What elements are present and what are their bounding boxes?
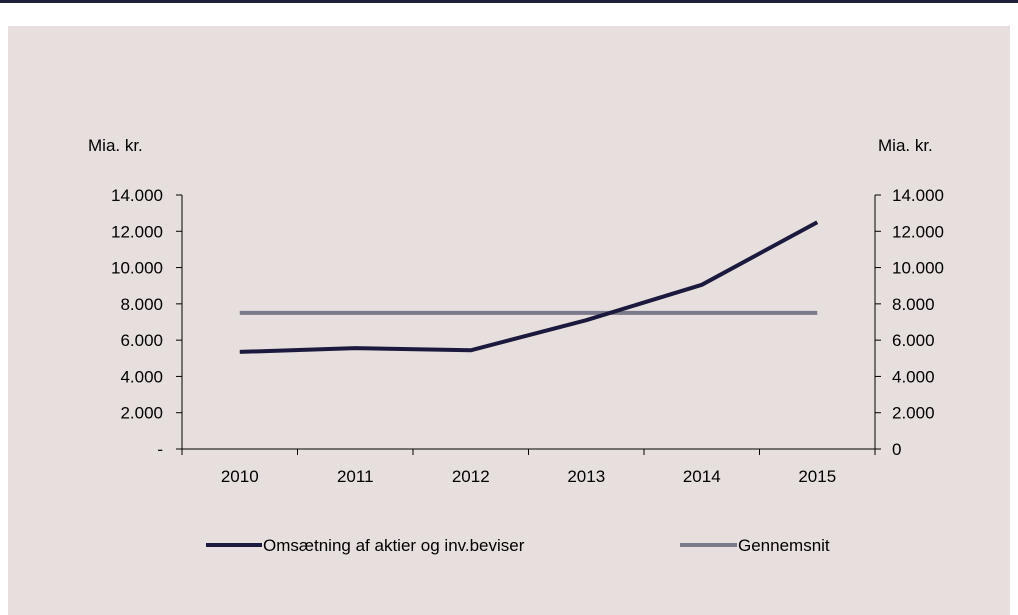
left-y-tick-label: - <box>157 440 163 459</box>
left-y-tick-label: 12.000 <box>111 222 163 241</box>
x-tick-label: 2014 <box>683 467 721 486</box>
left-y-tick-label: 14.000 <box>111 186 163 205</box>
right-y-tick-label: 12.000 <box>892 222 944 241</box>
left-y-tick-label: 10.000 <box>111 259 163 278</box>
right-y-tick-label: 10.000 <box>892 259 944 278</box>
legend-label-gennemsnit: Gennemsnit <box>738 536 830 555</box>
right-y-tick-label: 14.000 <box>892 186 944 205</box>
left-axis-unit: Mia. kr. <box>88 136 143 155</box>
left-y-tick-label: 6.000 <box>120 331 163 350</box>
right-y-tick-label: 2.000 <box>892 404 935 423</box>
x-tick-label: 2010 <box>221 467 259 486</box>
x-tick-label: 2012 <box>452 467 490 486</box>
right-y-tick-label: 0 <box>892 440 901 459</box>
x-tick-label: 2015 <box>798 467 836 486</box>
series-line-omsaetning <box>239 220 819 354</box>
right-y-tick-label: 8.000 <box>892 295 935 314</box>
left-y-tick-label: 8.000 <box>120 295 163 314</box>
chart-panel <box>8 26 1010 615</box>
x-tick-label: 2013 <box>567 467 605 486</box>
left-y-tick-label: 2.000 <box>120 404 163 423</box>
x-tick-label: 2011 <box>337 467 374 486</box>
right-axis-unit: Mia. kr. <box>878 136 933 155</box>
top-rule <box>0 0 1018 3</box>
left-y-tick-label: 4.000 <box>120 367 163 386</box>
legend: Omsætning af aktier og inv.beviser Genne… <box>206 536 830 555</box>
right-y-tick-label: 6.000 <box>892 331 935 350</box>
right-y-tick-label: 4.000 <box>892 367 935 386</box>
legend-label-omsaetning: Omsætning af aktier og inv.beviser <box>263 536 525 555</box>
